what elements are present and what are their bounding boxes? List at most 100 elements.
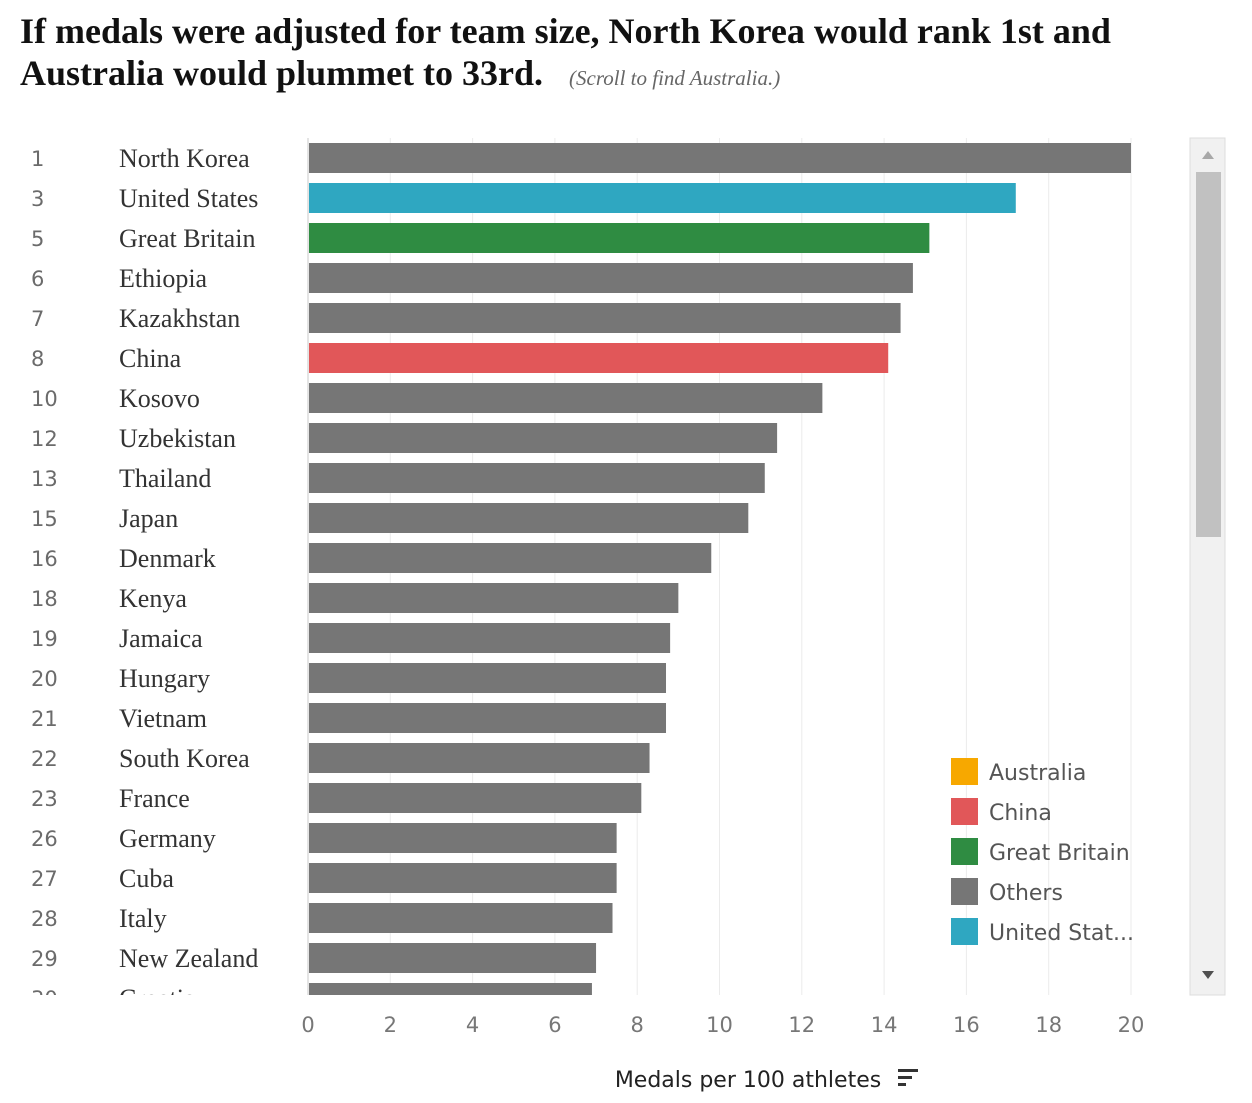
sort-descending-icon[interactable] xyxy=(898,1069,918,1086)
bar-row[interactable]: 20 Hungary xyxy=(31,663,667,693)
rank-label: 16 xyxy=(31,547,58,571)
bar[interactable] xyxy=(309,703,667,733)
bar[interactable] xyxy=(309,263,913,293)
country-label: Cuba xyxy=(119,864,174,893)
bar-row[interactable]: 15 Japan xyxy=(31,503,749,533)
x-tick-label: 18 xyxy=(1035,1013,1062,1037)
legend-swatch[interactable] xyxy=(951,918,978,945)
bar[interactable] xyxy=(309,423,778,453)
triangle-down-icon[interactable] xyxy=(1202,971,1214,979)
x-tick-label: 2 xyxy=(384,1013,397,1037)
country-label: United States xyxy=(119,184,258,213)
country-label: Vietnam xyxy=(119,704,207,733)
x-tick-label: 12 xyxy=(788,1013,815,1037)
bar-row[interactable]: 1 North Korea xyxy=(31,143,1131,173)
rank-label: 7 xyxy=(31,307,44,331)
x-tick-label: 6 xyxy=(548,1013,561,1037)
bar[interactable] xyxy=(309,903,613,933)
bar-row[interactable]: 19 Jamaica xyxy=(31,623,671,653)
bar-row[interactable]: 27 Cuba xyxy=(31,863,617,893)
country-label: Denmark xyxy=(119,544,216,573)
x-tick-label: 16 xyxy=(953,1013,980,1037)
country-label: North Korea xyxy=(119,144,250,173)
country-label: New Zealand xyxy=(119,944,258,973)
country-label: China xyxy=(119,344,182,373)
bar-row[interactable]: 26 Germany xyxy=(31,823,617,853)
rank-label: 23 xyxy=(31,787,58,811)
scrollbar-thumb[interactable] xyxy=(1196,172,1221,537)
legend-item[interactable]: Others xyxy=(951,878,1063,906)
legend-item[interactable]: China xyxy=(951,798,1052,826)
bar-row[interactable]: 5 Great Britain xyxy=(31,223,930,253)
bar[interactable] xyxy=(309,183,1016,213)
bar-row[interactable]: 28 Italy xyxy=(31,903,613,933)
bar-row[interactable]: 6 Ethiopia xyxy=(31,263,913,293)
bar[interactable] xyxy=(309,463,765,493)
legend-label: Australia xyxy=(989,761,1086,786)
bar-row[interactable]: 29 New Zealand xyxy=(31,943,597,973)
bar-row[interactable]: 30 Croatia xyxy=(31,983,592,1013)
legend-item[interactable]: Australia xyxy=(951,758,1086,786)
legend-swatch[interactable] xyxy=(951,798,978,825)
legend-item[interactable]: Great Britain xyxy=(951,838,1130,866)
bar-row[interactable]: 21 Vietnam xyxy=(31,703,667,733)
country-label: Thailand xyxy=(119,464,211,493)
bar-row[interactable]: 10 Kosovo xyxy=(31,383,823,413)
country-label: Italy xyxy=(119,904,167,933)
rank-label: 6 xyxy=(31,267,44,291)
bar[interactable] xyxy=(309,383,823,413)
bar[interactable] xyxy=(309,343,889,373)
x-axis-ticks: 0 2 4 6 8 10 12 14 16 18 20 xyxy=(301,1013,1144,1037)
x-tick-label: 14 xyxy=(871,1013,898,1037)
legend-item[interactable]: United Stat... xyxy=(951,918,1134,946)
triangle-up-icon[interactable] xyxy=(1202,151,1214,159)
bar[interactable] xyxy=(309,623,671,653)
country-label: Great Britain xyxy=(119,224,255,253)
legend-label: Great Britain xyxy=(989,841,1130,866)
bar-row[interactable]: 18 Kenya xyxy=(31,583,679,613)
bar[interactable] xyxy=(309,863,617,893)
bar-row[interactable]: 16 Denmark xyxy=(31,543,712,573)
country-label: France xyxy=(119,784,190,813)
rank-label: 21 xyxy=(31,707,58,731)
bar[interactable] xyxy=(309,543,712,573)
bar-row[interactable]: 3 United States xyxy=(31,183,1016,213)
bar[interactable] xyxy=(309,143,1131,173)
bar[interactable] xyxy=(309,823,617,853)
bar-row[interactable]: 8 China xyxy=(31,343,889,373)
legend-swatch[interactable] xyxy=(951,838,978,865)
rank-label: 5 xyxy=(31,227,44,251)
bar[interactable] xyxy=(309,943,597,973)
bar[interactable] xyxy=(309,743,650,773)
rank-label: 28 xyxy=(31,907,58,931)
country-label: Kazakhstan xyxy=(119,304,240,333)
bar[interactable] xyxy=(309,663,667,693)
rank-label: 8 xyxy=(31,347,44,371)
legend-swatch[interactable] xyxy=(951,878,978,905)
bar[interactable] xyxy=(309,223,930,253)
country-label: South Korea xyxy=(119,744,250,773)
rank-label: 10 xyxy=(31,387,58,411)
rank-label: 15 xyxy=(31,507,58,531)
bar[interactable] xyxy=(309,303,901,333)
x-axis-title: Medals per 100 athletes xyxy=(615,1068,881,1093)
bar[interactable] xyxy=(309,783,642,813)
bar-rows: 1 North Korea 3 United States 5 Great Britain… xyxy=(31,143,1131,1013)
bar-row[interactable]: 23 France xyxy=(31,783,642,813)
bar[interactable] xyxy=(309,583,679,613)
rank-label: 13 xyxy=(31,467,58,491)
bar-row[interactable]: 22 South Korea xyxy=(31,743,650,773)
x-tick-label: 20 xyxy=(1118,1013,1145,1037)
rank-label: 12 xyxy=(31,427,58,451)
legend-swatch[interactable] xyxy=(951,758,978,785)
bar-row[interactable]: 7 Kazakhstan xyxy=(31,303,901,333)
bar[interactable] xyxy=(309,503,749,533)
bar[interactable] xyxy=(309,983,592,1013)
title-text: If medals were adjusted for team size, N… xyxy=(20,11,1111,93)
bar-row[interactable]: 13 Thailand xyxy=(31,463,765,493)
rank-label: 18 xyxy=(31,587,58,611)
legend-label: Others xyxy=(989,881,1063,906)
country-label: Ethiopia xyxy=(119,264,208,293)
bar-row[interactable]: 12 Uzbekistan xyxy=(31,423,778,453)
scrollbar[interactable] xyxy=(1189,137,1226,996)
